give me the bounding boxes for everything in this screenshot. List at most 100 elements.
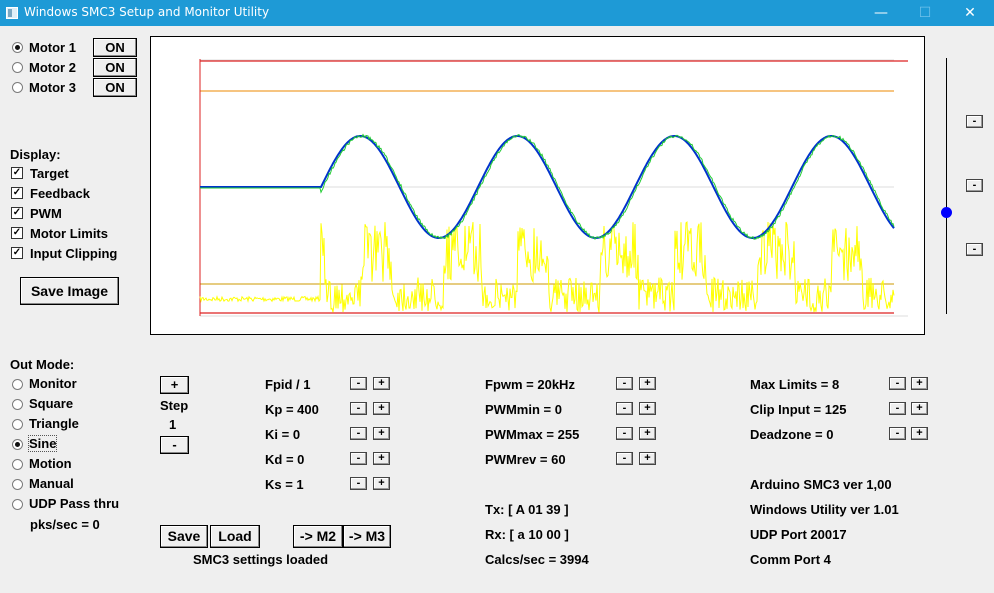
motor-1-label: Motor 1 — [29, 40, 76, 55]
target-trace — [200, 135, 895, 239]
status-message: SMC3 settings loaded — [193, 552, 329, 567]
clip-input-decrease-button[interactable]: - — [889, 402, 906, 415]
motor-2-radio[interactable] — [12, 62, 23, 73]
slider-step-button-3[interactable]: - — [966, 243, 983, 256]
manual-radio[interactable] — [12, 479, 23, 490]
max-limits-increase-button[interactable]: + — [911, 377, 928, 390]
pwm-checkbox[interactable]: ✓ — [11, 207, 23, 219]
display-heading: Display: — [10, 147, 61, 162]
comm-port: Comm Port 4 — [750, 552, 831, 567]
window-title: Windows SMC3 Setup and Monitor Utility — [24, 5, 270, 19]
motor-1-on-button[interactable]: ON — [93, 38, 137, 57]
ki-decrease-button[interactable]: - — [350, 427, 367, 440]
motor-3-on-button[interactable]: ON — [93, 78, 137, 97]
slider-step-button-1[interactable]: - — [966, 115, 983, 128]
calcs-per-second: Calcs/sec = 3994 — [485, 552, 589, 567]
save-settings-button[interactable]: Save — [160, 525, 208, 548]
clip-input-label: Clip Input = 125 — [750, 402, 847, 417]
utility-version: Windows Utility ver 1.01 — [750, 502, 899, 517]
pwm-rev-decrease-button[interactable]: - — [616, 452, 633, 465]
copy-to-m2-button[interactable]: -> M2 — [293, 525, 343, 548]
kd-label: Kd = 0 — [265, 452, 305, 467]
position-slider-track[interactable] — [946, 58, 947, 314]
deadzone-decrease-button[interactable]: - — [889, 427, 906, 440]
sine-label: Sine — [27, 435, 58, 452]
motor-2-on-button[interactable]: ON — [93, 58, 137, 77]
max-limits-decrease-button[interactable]: - — [889, 377, 906, 390]
kd-increase-button[interactable]: + — [373, 452, 390, 465]
fpid-label: Fpid / 1 — [265, 377, 311, 392]
feedback-label: Feedback — [30, 186, 90, 201]
kp-decrease-button[interactable]: - — [350, 402, 367, 415]
kp-label: Kp = 400 — [265, 402, 319, 417]
waveform-graph — [199, 59, 908, 317]
fpwm-label: Fpwm = 20kHz — [485, 377, 575, 392]
title-bar: Windows SMC3 Setup and Monitor Utility —… — [0, 0, 994, 26]
motor-3-label: Motor 3 — [29, 80, 76, 95]
sine-radio[interactable] — [12, 439, 23, 450]
udp-pass-thru-radio[interactable] — [12, 499, 23, 510]
step-increase-button[interactable]: + — [160, 376, 189, 394]
kp-increase-button[interactable]: + — [373, 402, 390, 415]
ki-increase-button[interactable]: + — [373, 427, 390, 440]
monitor-plot — [150, 36, 925, 335]
udp-pass-thru-label: UDP Pass thru — [29, 496, 120, 511]
slider-step-button-2[interactable]: - — [966, 179, 983, 192]
udp-port: UDP Port 20017 — [750, 527, 847, 542]
pwm-max-decrease-button[interactable]: - — [616, 427, 633, 440]
motor-1-radio[interactable] — [12, 42, 23, 53]
pwm-max-label: PWMmax = 255 — [485, 427, 580, 442]
deadzone-increase-button[interactable]: + — [911, 427, 928, 440]
triangle-radio[interactable] — [12, 419, 23, 430]
arduino-version: Arduino SMC3 ver 1,00 — [750, 477, 892, 492]
pwm-max-increase-button[interactable]: + — [639, 427, 656, 440]
save-image-button[interactable]: Save Image — [20, 277, 119, 305]
max-limits-label: Max Limits = 8 — [750, 377, 840, 392]
out-mode-heading: Out Mode: — [10, 357, 75, 372]
motor-2-label: Motor 2 — [29, 60, 76, 75]
pwm-label: PWM — [30, 206, 62, 221]
close-button[interactable]: ✕ — [964, 5, 976, 21]
deadzone-label: Deadzone = 0 — [750, 427, 834, 442]
ks-decrease-button[interactable]: - — [350, 477, 367, 490]
manual-label: Manual — [29, 476, 74, 491]
square-label: Square — [29, 396, 74, 411]
load-settings-button[interactable]: Load — [210, 525, 260, 548]
copy-to-m3-button[interactable]: -> M3 — [343, 525, 391, 548]
packets-per-second: pks/sec = 0 — [30, 517, 100, 532]
feedback-checkbox[interactable]: ✓ — [11, 187, 23, 199]
pwm-min-decrease-button[interactable]: - — [616, 402, 633, 415]
maximize-button[interactable]: ☐ — [918, 5, 932, 21]
position-slider-knob[interactable] — [941, 206, 952, 218]
pwm-rev-label: PWMrev = 60 — [485, 452, 566, 467]
pwm-trace — [199, 221, 895, 313]
ks-label: Ks = 1 — [265, 477, 304, 492]
step-decrease-button[interactable]: - — [160, 436, 189, 454]
motion-radio[interactable] — [12, 459, 23, 470]
motor-3-radio[interactable] — [12, 82, 23, 93]
kd-decrease-button[interactable]: - — [350, 452, 367, 465]
monitor-radio[interactable] — [12, 379, 23, 390]
ks-increase-button[interactable]: + — [373, 477, 390, 490]
clip-input-increase-button[interactable]: + — [911, 402, 928, 415]
monitor-label: Monitor — [29, 376, 77, 391]
square-radio[interactable] — [12, 399, 23, 410]
pwm-min-increase-button[interactable]: + — [639, 402, 656, 415]
minimize-button[interactable]: — — [874, 5, 888, 21]
fpwm-increase-button[interactable]: + — [639, 377, 656, 390]
feedback-trace — [200, 133, 895, 240]
input-clipping-checkbox[interactable]: ✓ — [11, 247, 23, 259]
pwm-rev-increase-button[interactable]: + — [639, 452, 656, 465]
triangle-label: Triangle — [29, 416, 79, 431]
fpwm-decrease-button[interactable]: - — [616, 377, 633, 390]
ki-label: Ki = 0 — [265, 427, 301, 442]
motor-limits-label: Motor Limits — [30, 226, 108, 241]
fpid-decrease-button[interactable]: - — [350, 377, 367, 390]
step-label: Step — [160, 398, 189, 413]
tx-readout: Tx: [ A 01 39 ] — [485, 502, 569, 517]
target-checkbox[interactable]: ✓ — [11, 167, 23, 179]
fpid-increase-button[interactable]: + — [373, 377, 390, 390]
app-icon — [6, 7, 18, 19]
input-clipping-label: Input Clipping — [30, 246, 118, 261]
motor-limits-checkbox[interactable]: ✓ — [11, 227, 23, 239]
